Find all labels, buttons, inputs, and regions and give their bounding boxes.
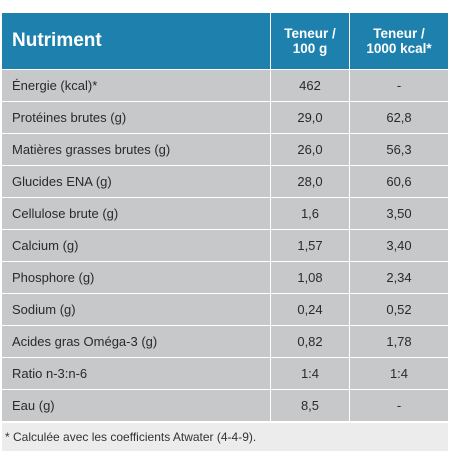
table-row: Acides gras Oméga-3 (g) 0,82 1,78 [2,326,448,358]
header-per-1000kcal: Teneur / 1000 kcal* [349,13,448,69]
row-per-1000kcal: 3,40 [349,230,448,261]
row-per-100g: 26,0 [270,134,349,165]
row-per-100g: 0,24 [270,294,349,325]
row-per-100g: 8,5 [270,390,349,421]
row-per-1000kcal: 3,50 [349,198,448,229]
table-row: Calcium (g) 1,57 3,40 [2,230,448,262]
table-row: Protéines brutes (g) 29,0 62,8 [2,102,448,134]
row-per-100g: 0,82 [270,326,349,357]
row-label: Glucides ENA (g) [12,174,112,189]
table-row: Glucides ENA (g) 28,0 60,6 [2,166,448,198]
row-label: Calcium (g) [12,238,79,253]
row-per-1000kcal: 0,52 [349,294,448,325]
row-per-100g: 462 [270,70,349,101]
header-nutrient: Nutriment [12,30,102,51]
row-label: Sodium (g) [12,302,76,317]
table-row: Phosphore (g) 1,08 2,34 [2,262,448,294]
row-per-1000kcal: 1:4 [349,358,448,389]
row-label: Ratio n-3:n-6 [12,366,88,381]
row-per-1000kcal: - [349,70,448,101]
table-row: Énergie (kcal)* 462 - [2,70,448,102]
row-label: Cellulose brute (g) [12,206,119,221]
table-footnote: * Calculée avec les coefficients Atwater… [2,422,448,451]
row-label: Acides gras Oméga-3 (g) [12,334,158,349]
header-per-100g: Teneur / 100 g [270,13,349,69]
row-per-100g: 1:4 [270,358,349,389]
row-label: Énergie (kcal)* [12,78,98,93]
row-per-1000kcal: 1,78 [349,326,448,357]
table-header: Nutriment Teneur / 100 g Teneur / 1000 k… [2,13,448,70]
table-row: Ratio n-3:n-6 1:4 1:4 [2,358,448,390]
row-label: Protéines brutes (g) [12,110,127,125]
row-per-100g: 29,0 [270,102,349,133]
row-per-100g: 1,6 [270,198,349,229]
row-per-1000kcal: 60,6 [349,166,448,197]
row-per-1000kcal: 2,34 [349,262,448,293]
nutrition-table: Nutriment Teneur / 100 g Teneur / 1000 k… [2,13,448,451]
row-per-100g: 28,0 [270,166,349,197]
row-per-1000kcal: 62,8 [349,102,448,133]
row-per-100g: 1,08 [270,262,349,293]
row-label: Matières grasses brutes (g) [12,142,171,157]
row-per-100g: 1,57 [270,230,349,261]
row-label: Eau (g) [12,398,55,413]
row-per-1000kcal: - [349,390,448,421]
table-row: Sodium (g) 0,24 0,52 [2,294,448,326]
table-row: Cellulose brute (g) 1,6 3,50 [2,198,448,230]
table-row: Eau (g) 8,5 - [2,390,448,422]
table-row: Matières grasses brutes (g) 26,0 56,3 [2,134,448,166]
row-per-1000kcal: 56,3 [349,134,448,165]
row-label: Phosphore (g) [12,270,95,285]
